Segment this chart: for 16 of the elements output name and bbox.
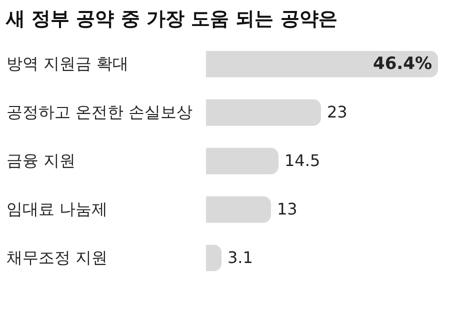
bar [206, 99, 321, 126]
y-tick-label: 채무조정 지원 [6, 248, 108, 267]
chart-title: 새 정부 공약 중 가장 도움 되는 공약은 [5, 8, 338, 30]
bar [206, 148, 278, 174]
data-label: 3.1 [228, 248, 253, 267]
y-tick-label: 금융 지원 [6, 151, 76, 170]
y-tick-label: 방역 지원금 확대 [6, 54, 129, 74]
data-label: 13 [277, 199, 298, 218]
data-label: 23 [327, 102, 348, 122]
bar [206, 244, 222, 272]
y-tick-label: 공정하고 온전한 손실보상 [6, 102, 193, 122]
bar [206, 196, 271, 223]
data-label: 46.4% [373, 54, 432, 74]
y-tick-label: 임대료 나눔제 [6, 199, 108, 218]
data-label: 14.5 [284, 151, 320, 170]
bar [206, 50, 438, 78]
